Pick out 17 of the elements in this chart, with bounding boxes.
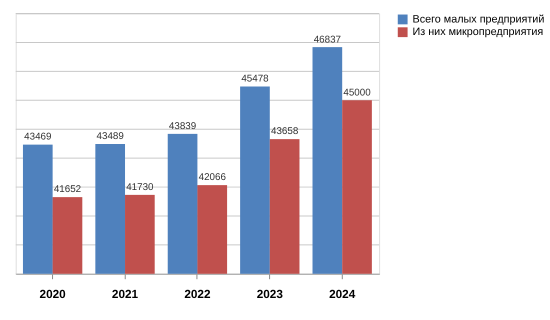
x-tick-label: 2023 — [256, 288, 284, 301]
data-label: 45000 — [343, 87, 372, 98]
legend-label: Из них микропредприятия — [412, 26, 544, 38]
legend-label: Всего малых предприятий — [412, 13, 544, 26]
data-label: 45478 — [241, 74, 270, 85]
data-label: 42066 — [198, 172, 226, 184]
x-tick-label: 2021 — [112, 288, 139, 301]
data-label: 43839 — [168, 120, 196, 132]
x-tick-label: 2024 — [329, 288, 356, 301]
x-tick-label: 2020 — [40, 288, 66, 301]
data-label: 43469 — [24, 132, 52, 143]
x-tick-label: 2022 — [184, 288, 211, 301]
data-label: 46837 — [314, 34, 341, 46]
data-label: 41652 — [54, 184, 82, 196]
data-label: 41730 — [126, 182, 154, 193]
data-label: 43489 — [96, 131, 124, 142]
data-label: 43658 — [270, 126, 299, 138]
